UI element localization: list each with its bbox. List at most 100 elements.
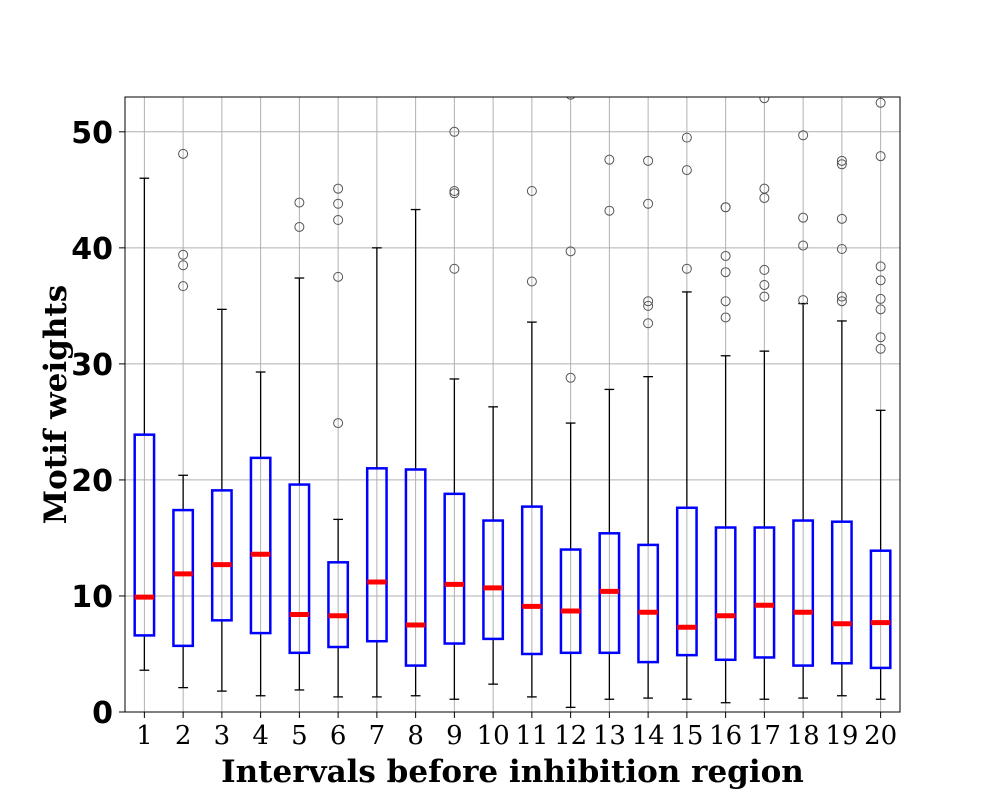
box: [753, 526, 776, 659]
outlier-point: [759, 183, 770, 194]
outlier-point: [759, 97, 770, 104]
box: [675, 506, 698, 657]
outlier-point: [566, 97, 576, 100]
box-group-12: [559, 97, 582, 709]
x-tick-label: 10: [477, 721, 510, 751]
outlier-point: [875, 304, 886, 315]
y-axis-ticks: 0 10 20 30 40 50: [71, 116, 125, 731]
y-tick-label: 50: [71, 116, 113, 151]
y-tick-label: 0: [92, 696, 113, 731]
outlier-point: [875, 343, 886, 354]
outlier-point: [836, 213, 847, 224]
box-group-3: [210, 308, 233, 692]
box-group-4: [249, 371, 272, 697]
outlier-point: [526, 276, 537, 287]
outlier-point: [333, 418, 344, 429]
box-group-17: [753, 97, 776, 700]
box: [443, 492, 466, 645]
x-tick-label: 3: [214, 721, 231, 751]
outlier-point: [565, 246, 576, 257]
outlier-point: [643, 300, 654, 311]
box: [559, 548, 582, 655]
outlier-point: [875, 332, 886, 343]
box-group-1: [133, 177, 156, 671]
outlier-point: [836, 296, 847, 307]
y-tick-label: 30: [71, 348, 113, 383]
outlier-point: [681, 263, 692, 274]
outlier-point: [836, 159, 847, 170]
outlier-point: [681, 165, 692, 176]
outlier-point: [681, 132, 692, 143]
outlier-point: [836, 291, 847, 302]
x-tick-label: 6: [330, 721, 347, 751]
outlier-point: [178, 281, 189, 292]
outlier-point: [720, 202, 731, 213]
outlier-point: [294, 221, 305, 232]
grid-lines: [125, 97, 900, 713]
box: [830, 520, 853, 665]
box-group-20: [869, 97, 892, 700]
box-group-19: [830, 155, 853, 697]
outlier-point: [333, 271, 344, 282]
outlier-point: [798, 130, 809, 141]
x-tick-label: 13: [593, 721, 626, 751]
outlier-point: [875, 151, 886, 162]
outlier-point: [333, 198, 344, 209]
box-group-15: [675, 132, 698, 700]
outlier-point: [565, 372, 576, 383]
x-tick-label: 7: [369, 721, 386, 751]
outlier-point: [526, 185, 537, 196]
box: [133, 433, 156, 637]
box-group-7: [365, 247, 388, 698]
outlier-point: [836, 244, 847, 255]
outlier-point: [798, 212, 809, 223]
box: [172, 508, 195, 648]
box-group-5: [288, 197, 311, 691]
outlier-point: [798, 295, 809, 306]
box-group-9: [443, 126, 466, 700]
outlier-point: [720, 250, 731, 261]
x-tick-label: 18: [787, 721, 820, 751]
outlier-point: [759, 264, 770, 275]
box-group-11: [520, 185, 543, 698]
outlier-point: [720, 296, 731, 307]
x-tick-label: 16: [709, 721, 742, 751]
outlier-point: [643, 296, 654, 307]
x-tick-label: 11: [515, 721, 548, 751]
outlier-point: [178, 249, 189, 260]
box-series: [133, 97, 892, 709]
y-tick-label: 20: [71, 464, 113, 499]
box: [288, 483, 311, 655]
outlier-point: [643, 198, 654, 209]
outlier-point: [449, 188, 460, 199]
box-group-14: [637, 155, 660, 699]
x-tick-label: 4: [252, 721, 269, 751]
box-group-13: [598, 154, 621, 700]
outlier-point: [759, 279, 770, 290]
box: [714, 526, 737, 662]
outlier-point: [643, 318, 654, 329]
x-tick-label: 2: [175, 721, 192, 751]
box: [792, 519, 815, 667]
outlier-point: [178, 260, 189, 271]
box: [637, 543, 660, 664]
x-tick-label: 9: [446, 721, 463, 751]
outlier-point: [449, 263, 460, 274]
y-tick-label: 40: [71, 232, 113, 267]
x-tick-label: 19: [825, 721, 858, 751]
x-tick-label: 15: [670, 721, 703, 751]
outlier-point: [178, 148, 189, 159]
box-group-18: [792, 130, 815, 699]
x-tick-label: 1: [136, 721, 153, 751]
outlier-point: [875, 261, 886, 272]
x-tick-label: 17: [748, 721, 781, 751]
outlier-point: [759, 291, 770, 302]
box-group-6: [327, 183, 350, 698]
box: [869, 549, 892, 670]
outlier-point: [720, 312, 731, 323]
x-tick-label: 20: [864, 721, 897, 751]
box: [482, 519, 505, 641]
box-group-16: [714, 202, 737, 704]
outlier-point: [720, 267, 731, 278]
